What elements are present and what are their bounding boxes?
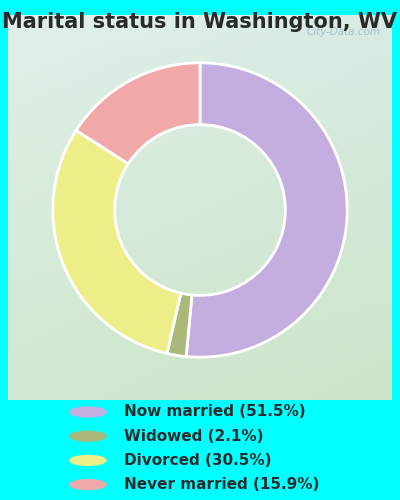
Wedge shape: [167, 293, 192, 356]
Text: Now married (51.5%): Now married (51.5%): [124, 404, 306, 419]
Text: Divorced (30.5%): Divorced (30.5%): [124, 453, 272, 468]
Text: Widowed (2.1%): Widowed (2.1%): [124, 428, 264, 444]
Wedge shape: [76, 63, 200, 164]
Circle shape: [70, 407, 106, 417]
Text: Never married (15.9%): Never married (15.9%): [124, 477, 319, 492]
Circle shape: [70, 431, 106, 441]
Circle shape: [70, 456, 106, 466]
Circle shape: [70, 480, 106, 490]
Wedge shape: [186, 63, 347, 357]
Wedge shape: [53, 130, 181, 354]
Text: City-Data.com: City-Data.com: [306, 26, 380, 36]
Text: Marital status in Washington, WV: Marital status in Washington, WV: [2, 12, 398, 32]
